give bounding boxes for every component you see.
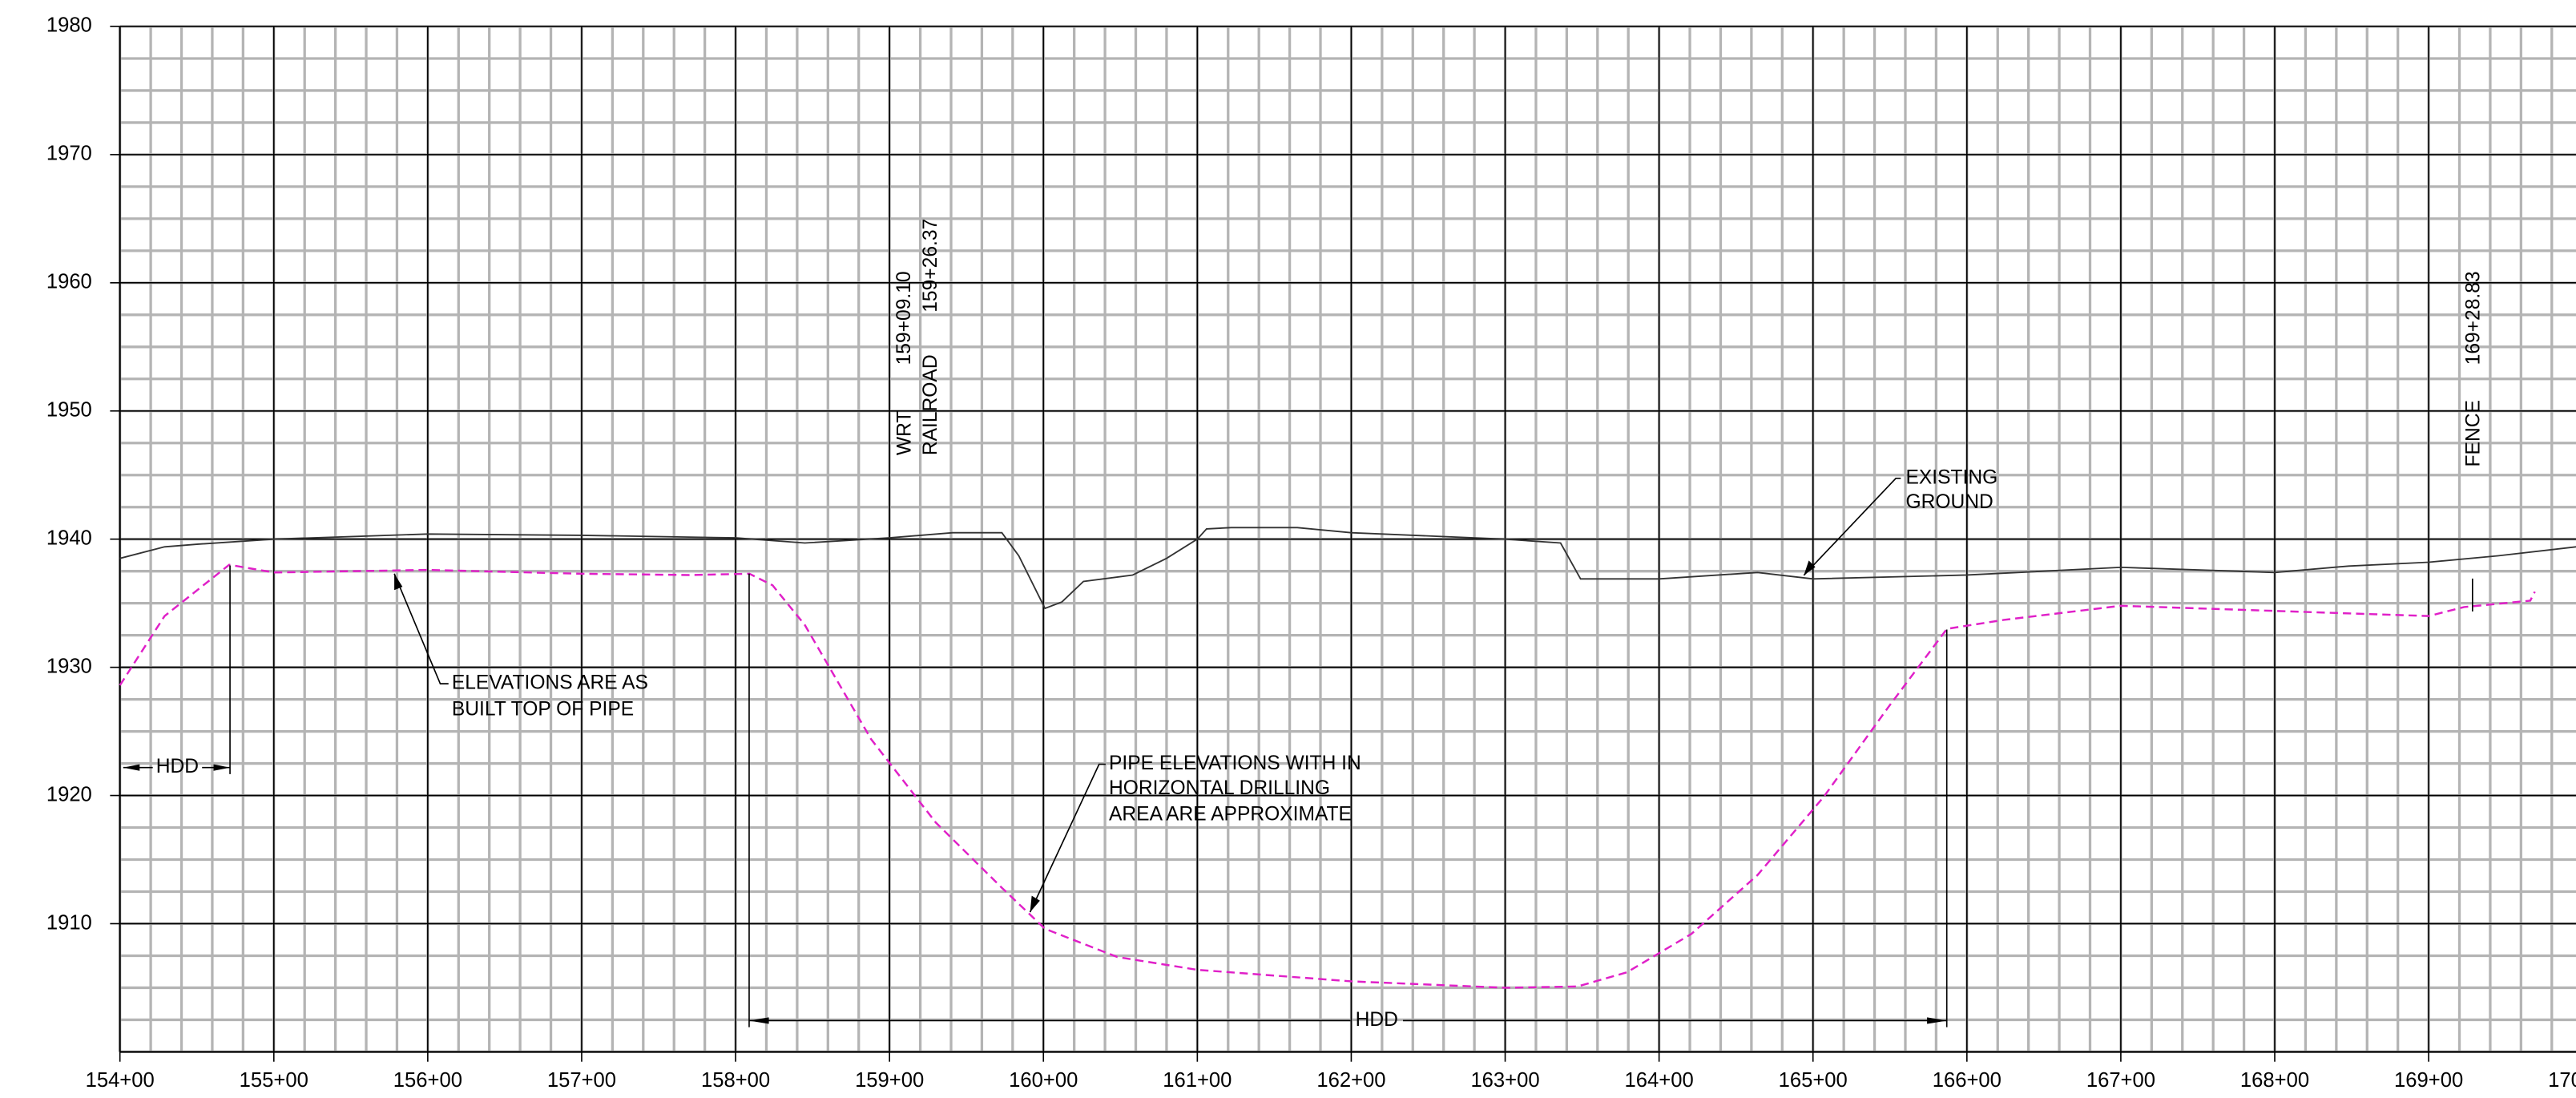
arrow bbox=[394, 573, 403, 591]
x-tick-label: 161+00 bbox=[1163, 1069, 1232, 1092]
annotation: 159+26.37 bbox=[920, 219, 941, 313]
y-tick-label: 1930 bbox=[46, 655, 92, 677]
annotation: ELEVATIONS ARE AS bbox=[452, 672, 648, 694]
leader bbox=[1029, 763, 1106, 913]
annotation: AREA ARE APPROXIMATE bbox=[1109, 804, 1352, 826]
x-tick-label: 166+00 bbox=[1933, 1069, 2002, 1092]
x-tick-label: 164+00 bbox=[1625, 1069, 1694, 1092]
annotation: PIPE ELEVATIONS WITH IN bbox=[1109, 753, 1361, 774]
y-tick-label: 1970 bbox=[46, 143, 92, 165]
y-tick-label: 1920 bbox=[46, 783, 92, 805]
annotation: 169+28.83 bbox=[2462, 271, 2484, 365]
x-tick-label: 162+00 bbox=[1316, 1069, 1385, 1092]
annotation: EXISTING bbox=[1905, 466, 1998, 488]
annotation: 159+09.10 bbox=[893, 271, 915, 365]
x-tick-label: 168+00 bbox=[2240, 1069, 2309, 1092]
leader bbox=[393, 573, 449, 684]
x-tick-label: 169+00 bbox=[2394, 1069, 2463, 1092]
y-tick-label: 1950 bbox=[46, 399, 92, 422]
pipe-profile bbox=[119, 563, 2536, 989]
x-tick-label: 159+00 bbox=[855, 1069, 924, 1092]
y-tick-label: 1910 bbox=[46, 911, 92, 934]
x-tick-label: 156+00 bbox=[393, 1069, 462, 1092]
x-tick-label: 157+00 bbox=[547, 1069, 616, 1092]
leader bbox=[1803, 478, 1901, 576]
plot bbox=[119, 527, 2576, 989]
x-tick-label: 163+00 bbox=[1470, 1069, 1539, 1092]
y-tick-label: 1940 bbox=[46, 527, 92, 549]
annotations: EXISTING GROUND ELEVATIONS ARE AS BUILT … bbox=[123, 219, 2484, 1031]
annotation: HORIZONTAL DRILLING bbox=[1109, 777, 1330, 799]
annotation: HDD bbox=[156, 756, 199, 777]
x-tick-label: 170+00 bbox=[2548, 1069, 2576, 1092]
x-tick-label: 158+00 bbox=[701, 1069, 770, 1092]
x-tick-label: 155+00 bbox=[240, 1069, 308, 1092]
annotation: HDD bbox=[1356, 1009, 1398, 1031]
arrow bbox=[1030, 895, 1040, 913]
ground-profile bbox=[119, 527, 2576, 610]
annotation: GROUND bbox=[1905, 491, 1993, 513]
annotation: WRT bbox=[893, 411, 915, 456]
annotation: FENCE bbox=[2462, 400, 2484, 466]
y-tick-label: 1960 bbox=[46, 271, 92, 293]
x-tick-label: 154+00 bbox=[86, 1069, 155, 1092]
arrow bbox=[1804, 560, 1816, 575]
annotation: BUILT TOP OF PIPE bbox=[452, 698, 634, 720]
x-tick-label: 167+00 bbox=[2086, 1069, 2155, 1092]
x-tick-label: 165+00 bbox=[1779, 1069, 1848, 1092]
y-tick-label: 1980 bbox=[46, 14, 92, 37]
annotation: RAILROAD bbox=[920, 354, 941, 455]
x-tick-label: 160+00 bbox=[1009, 1069, 1078, 1092]
